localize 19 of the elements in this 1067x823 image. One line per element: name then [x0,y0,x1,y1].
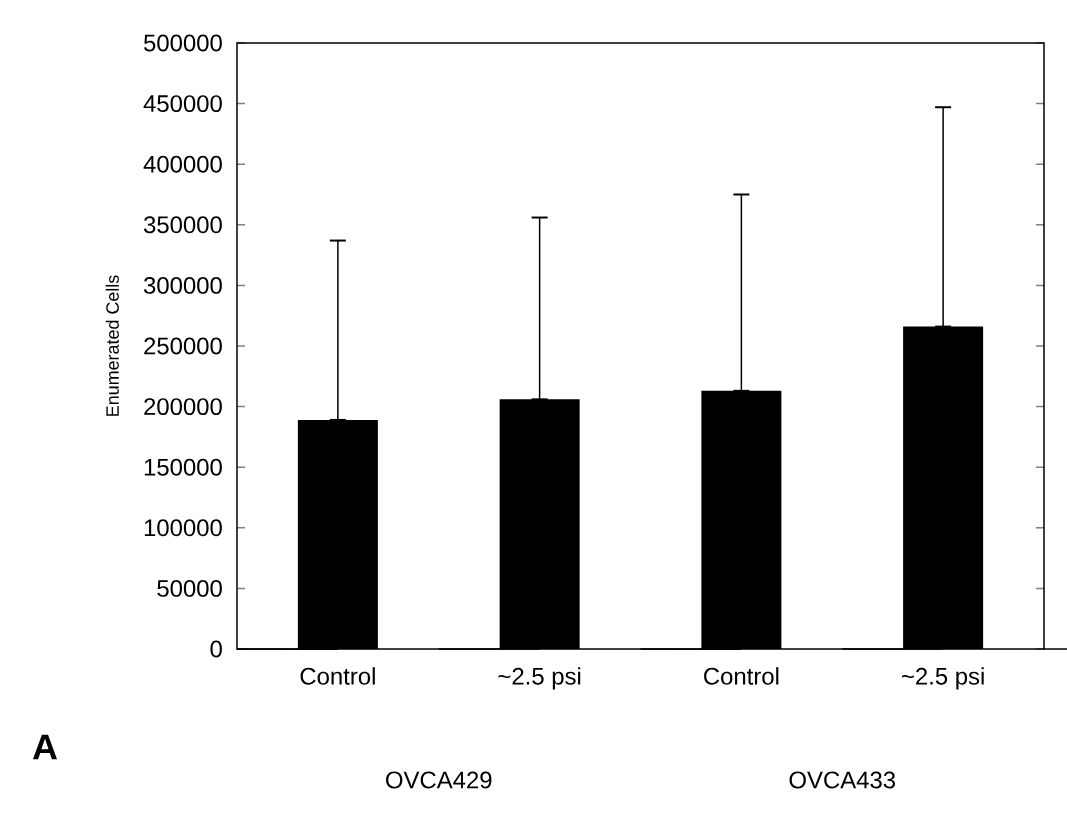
y-tick-label: 400000 [143,155,222,173]
text: A [32,734,57,760]
x-tick-label: ~2.5 psi [498,667,581,690]
y-tick-label: 350000 [143,216,222,234]
y-tick-label: 200000 [144,398,222,416]
y-tick-label: 100000 [144,519,222,537]
y-tick-label: 0 [210,640,222,658]
y-axis-title: Enumerated Cells [105,275,119,416]
x-tick-label: Control [300,667,375,685]
x-tick-label: ~2.5 psi [902,667,984,690]
y-tick-label: 250000 [144,337,222,355]
y-tick-label: 300000 [143,276,222,294]
y-tick-label: 450000 [143,95,222,113]
text: OVCA433 [789,771,896,789]
y-tick-label: 50000 [157,579,222,597]
x-tick-label: Control [704,667,779,685]
y-tick-label: 500000 [144,34,222,52]
text: OVCA429 [386,771,492,789]
y-tick-label: 150000 [144,458,222,476]
